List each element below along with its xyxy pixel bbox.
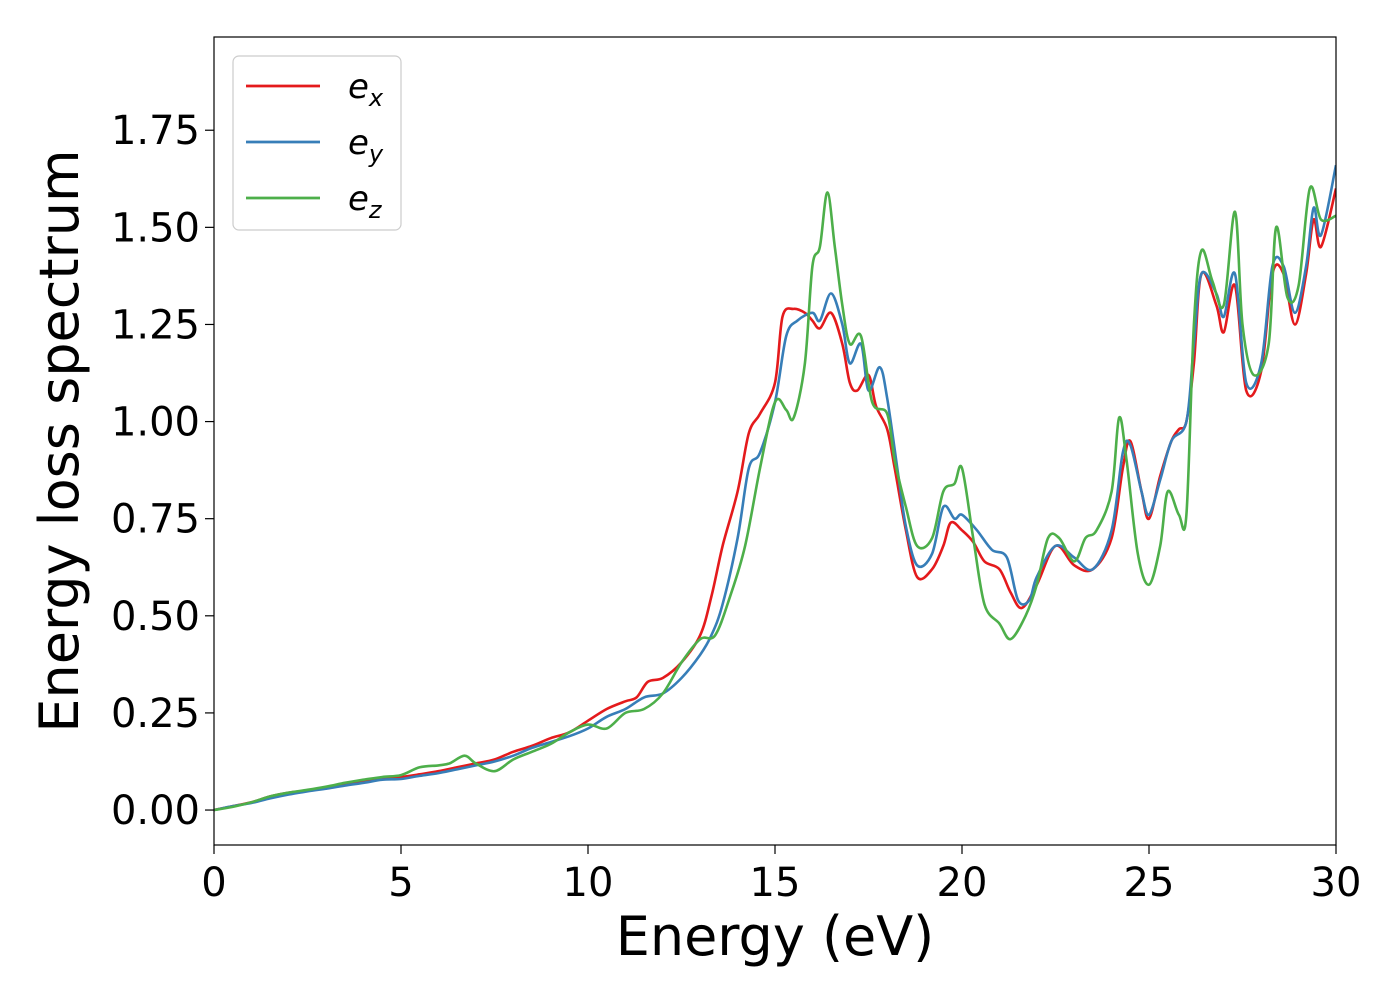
y-tick-label: 0.75: [111, 497, 200, 543]
x-tick-label: 25: [1124, 860, 1175, 906]
series-layer: [214, 164, 1336, 812]
x-tick-label: 5: [388, 860, 413, 906]
y-tick-label: 0.00: [111, 788, 200, 834]
legend-label-e-x: ex: [348, 67, 384, 112]
series-line-e-z: [214, 185, 1336, 812]
x-tick-label: 10: [563, 860, 614, 906]
series-line-e-y: [214, 164, 1336, 812]
y-tick-label: 1.00: [111, 400, 200, 446]
y-tick-label: 1.50: [111, 205, 200, 251]
y-axis-label: Energy loss spectrum: [28, 149, 91, 732]
x-tick-label: 30: [1311, 860, 1362, 906]
x-tick-label: 20: [937, 860, 988, 906]
y-tick-label: 1.75: [111, 108, 200, 154]
y-tick-label: 0.50: [111, 594, 200, 640]
x-axis-label: Energy (eV): [616, 905, 935, 968]
y-tick-label: 0.25: [111, 691, 200, 737]
series-line-e-x: [214, 188, 1336, 812]
x-tick-label: 0: [201, 860, 226, 906]
x-tick-label: 15: [750, 860, 801, 906]
ticks-layer: 0 5 10 15 20 25 30 0.00 0.25 0.50 0.75 1.00 1.25 1.50…: [111, 108, 1362, 906]
y-tick-label: 1.25: [111, 302, 200, 348]
